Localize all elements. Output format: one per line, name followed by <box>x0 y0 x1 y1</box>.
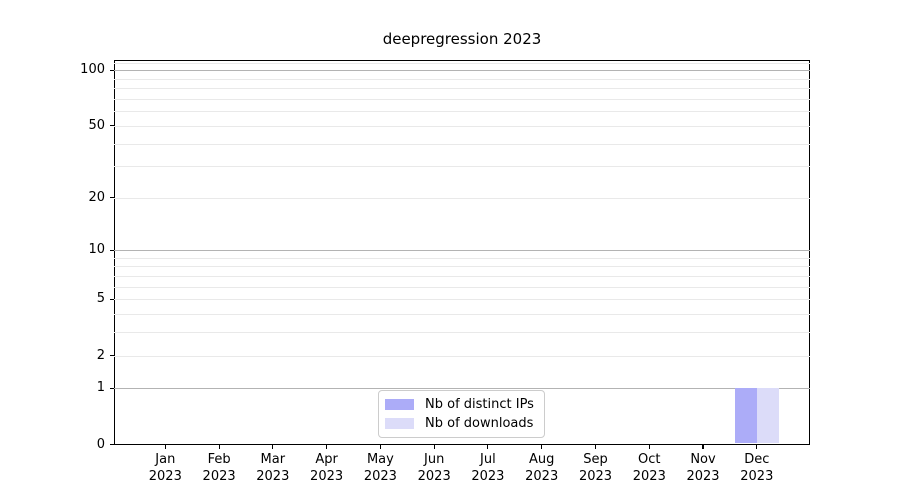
y-gridline-major <box>114 70 810 72</box>
y-tick-mark <box>110 387 114 389</box>
x-tick-label: Aug 2023 <box>525 452 559 484</box>
y-tick-label: 2 <box>96 347 105 363</box>
y-tick-label: 0 <box>96 436 105 452</box>
x-tick-mark <box>433 444 435 449</box>
y-gridline-minor <box>114 286 810 288</box>
x-tick-label: May 2023 <box>363 452 397 484</box>
bar-distinct-ips <box>735 388 757 444</box>
y-gridline-major <box>114 388 810 390</box>
y-gridline-minor <box>114 332 810 334</box>
legend-item-distinct-ips: Nb of distinct IPs <box>385 395 536 414</box>
y-tick-mark <box>110 298 114 300</box>
y-tick-mark <box>110 69 114 71</box>
x-tick-mark <box>648 444 650 449</box>
chart-title: deepregression 2023 <box>382 30 542 48</box>
y-tick-mark <box>110 249 114 251</box>
x-tick-label: Jun 2023 <box>417 452 451 484</box>
legend-label-downloads: Nb of downloads <box>425 416 534 431</box>
y-gridline-minor <box>114 197 810 199</box>
y-gridline-major <box>114 250 810 252</box>
x-tick-mark <box>379 444 381 449</box>
x-tick-label: Oct 2023 <box>632 452 666 484</box>
x-tick-mark <box>702 444 704 449</box>
x-tick-mark <box>487 444 489 449</box>
x-tick-mark <box>218 444 220 449</box>
bar-downloads <box>756 388 779 444</box>
y-tick-label: 1 <box>96 380 105 396</box>
x-tick-label: Dec 2023 <box>740 452 774 484</box>
y-gridline-minor <box>114 62 810 64</box>
x-tick-label: Sep 2023 <box>578 452 613 484</box>
x-tick-label: Apr 2023 <box>310 452 344 484</box>
x-tick-label: Jul 2023 <box>471 452 505 484</box>
y-tick-label: 100 <box>80 62 105 78</box>
y-tick-label: 50 <box>88 117 105 133</box>
x-tick-mark <box>164 444 166 449</box>
y-gridline-minor <box>114 99 810 100</box>
y-tick-label: 20 <box>88 189 105 205</box>
y-gridline-minor <box>114 111 810 113</box>
legend-swatch-downloads-icon <box>385 418 414 429</box>
x-tick-mark <box>594 444 597 449</box>
x-tick-mark <box>326 444 328 449</box>
y-gridline-minor <box>114 266 810 268</box>
y-tick-mark <box>110 443 114 446</box>
y-tick-label: 5 <box>96 291 105 307</box>
y-gridline-minor <box>114 355 810 357</box>
legend-swatch-distinct-ips-icon <box>385 399 414 410</box>
x-tick-mark <box>756 444 758 449</box>
y-gridline-minor <box>114 314 810 316</box>
y-gridline-minor <box>114 166 810 168</box>
x-tick-mark <box>541 444 543 449</box>
y-gridline-minor <box>114 257 810 259</box>
y-tick-mark <box>110 354 114 357</box>
legend-item-downloads: Nb of downloads <box>385 414 536 433</box>
x-tick-label: Jan 2023 <box>148 452 182 484</box>
y-tick-label: 10 <box>88 242 105 258</box>
y-gridline-minor <box>114 125 810 127</box>
x-tick-label: Feb 2023 <box>202 452 236 484</box>
x-tick-label: Mar 2023 <box>256 452 290 484</box>
y-gridline-minor <box>114 78 810 80</box>
y-tick-mark <box>110 125 114 127</box>
y-gridline-minor <box>114 143 810 145</box>
legend-label-distinct-ips: Nb of distinct IPs <box>425 397 534 412</box>
y-gridline-minor <box>114 299 810 301</box>
y-gridline-minor <box>114 88 810 90</box>
legend: Nb of distinct IPs Nb of downloads <box>378 390 545 438</box>
y-tick-mark <box>110 197 114 199</box>
y-gridline-minor <box>114 276 810 277</box>
x-tick-mark <box>272 444 274 449</box>
x-tick-label: Nov 2023 <box>686 452 720 484</box>
plot-area <box>114 59 810 445</box>
